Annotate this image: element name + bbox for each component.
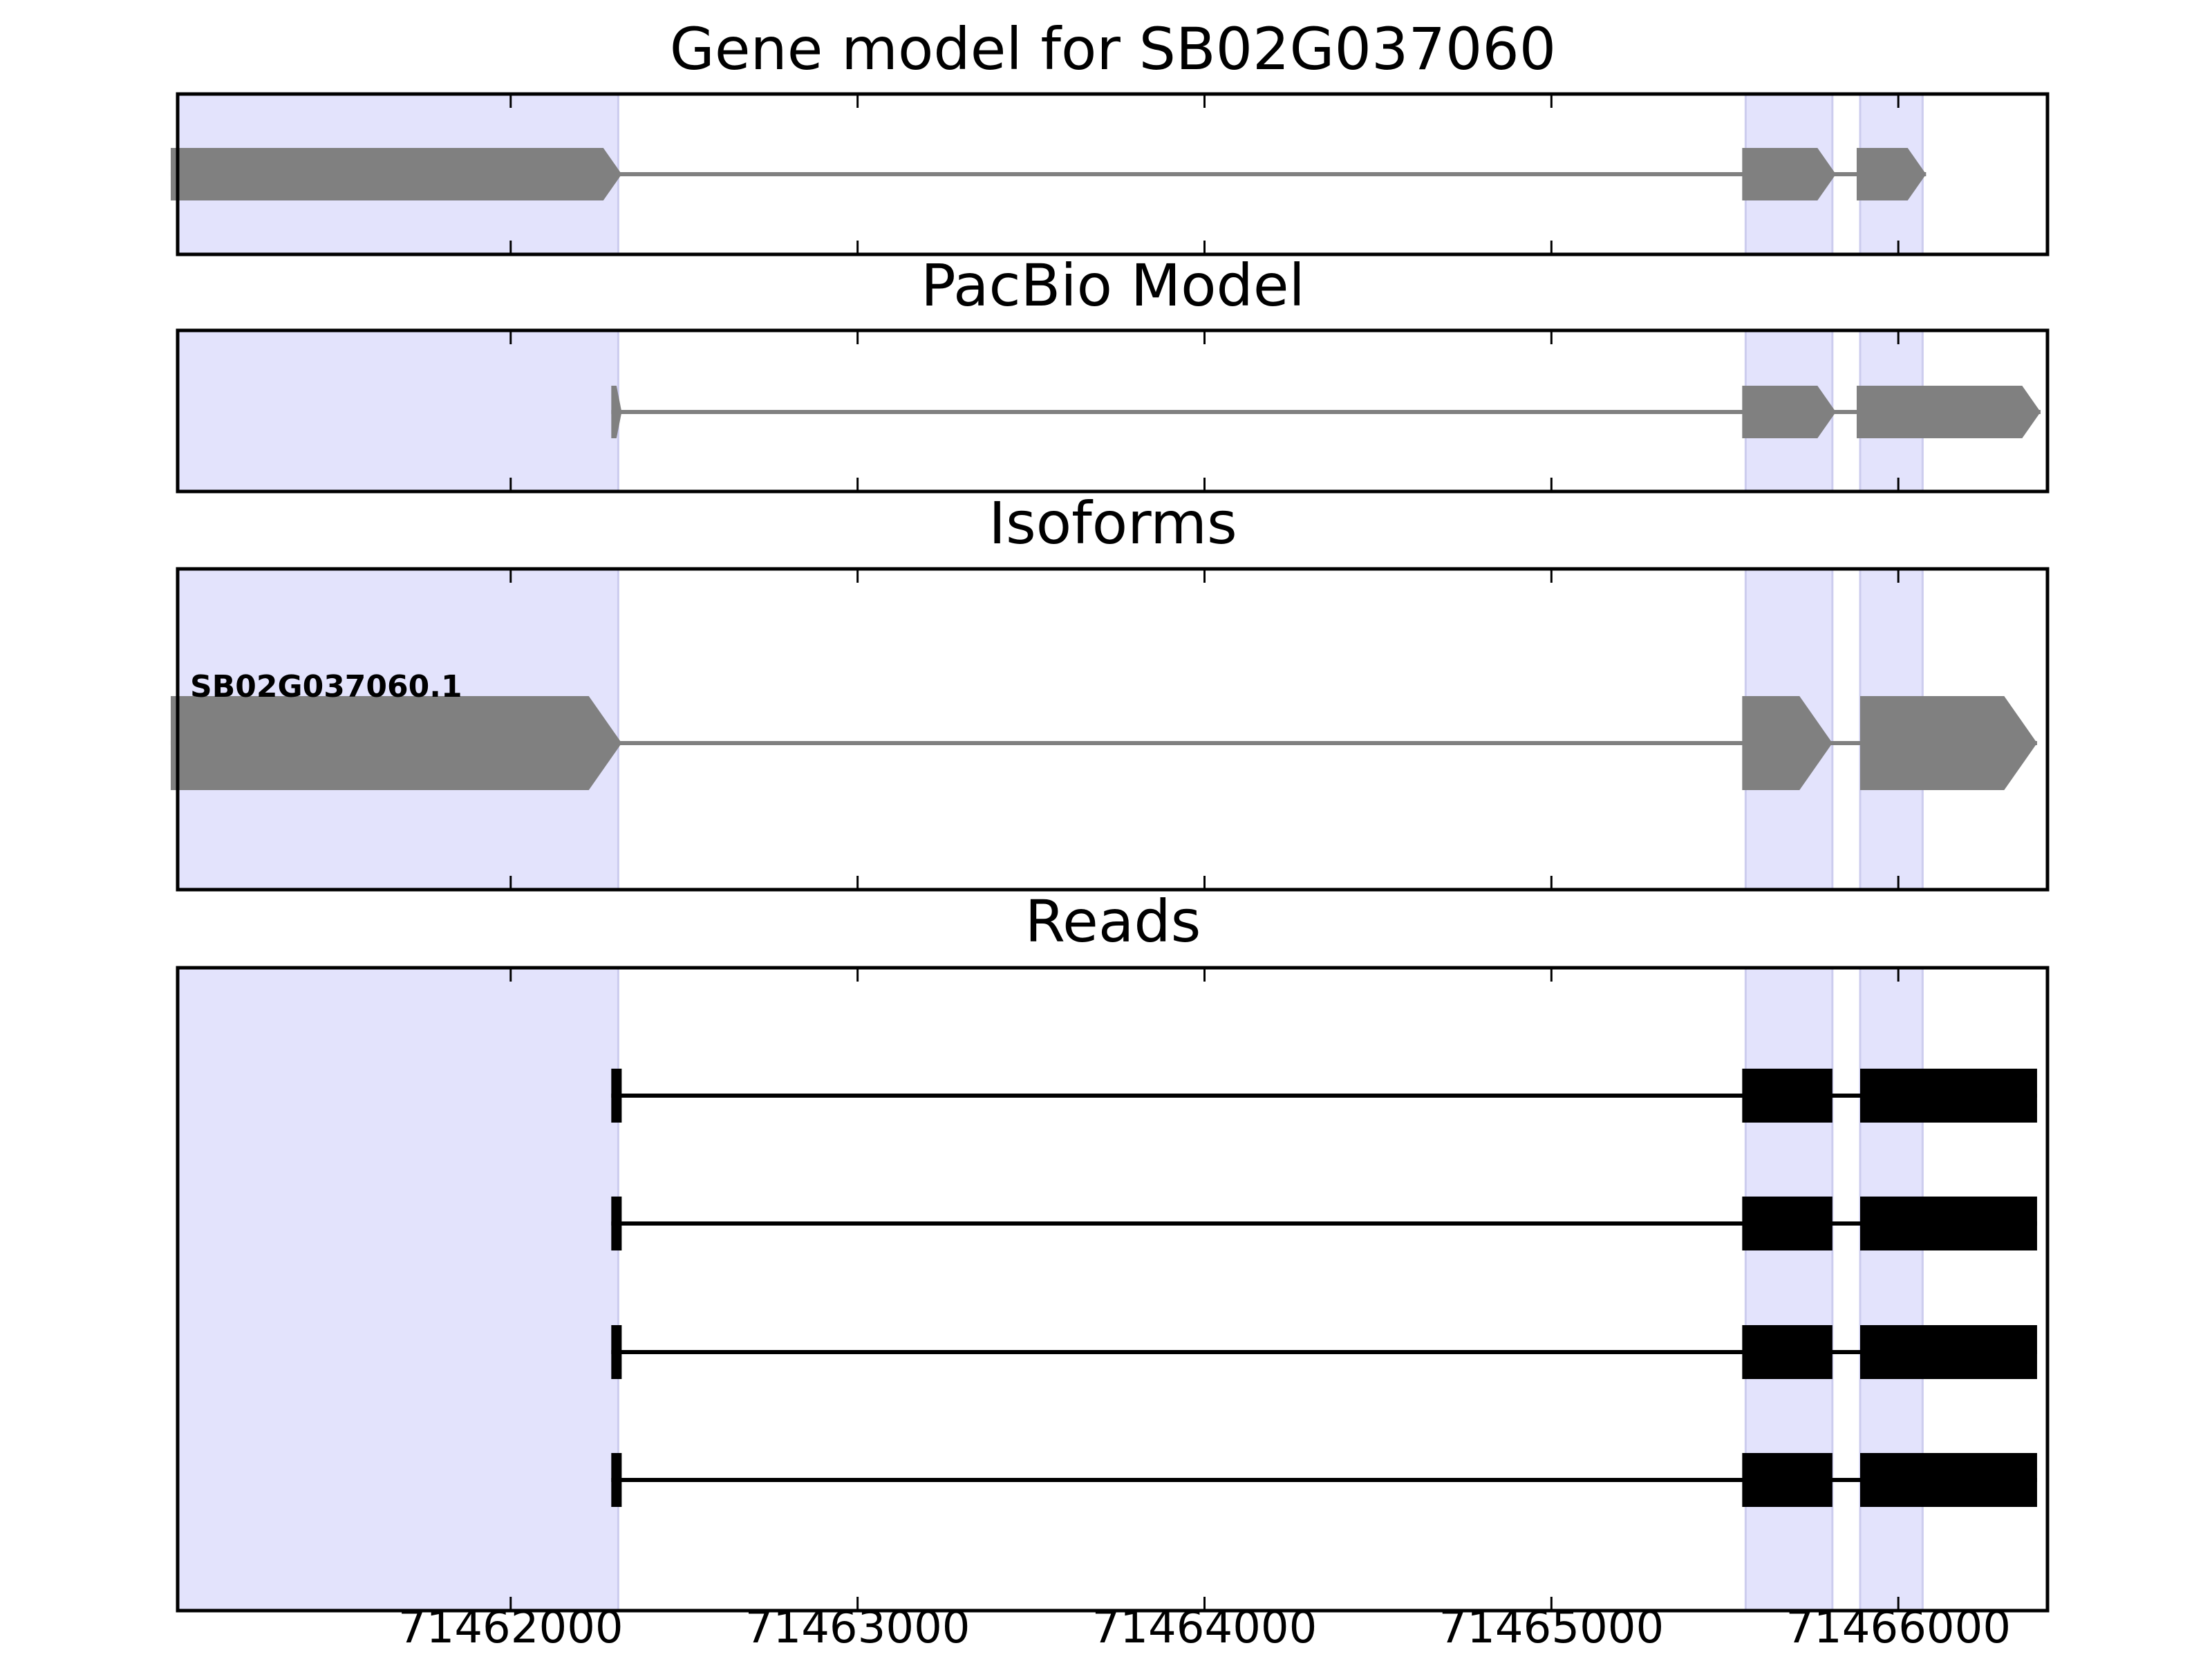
panel-frame: [176, 567, 2050, 892]
read-exon-block: [611, 1453, 622, 1507]
read-exon-block: [1859, 1325, 2037, 1379]
x-tick-label: 71464000: [1092, 1602, 1318, 1653]
x-tick-label: 71462000: [398, 1602, 624, 1653]
panel-isoforms: SB02G037060.1: [170, 567, 2050, 892]
panel-frame: [176, 92, 2050, 256]
read-exon-block: [1742, 1069, 1833, 1123]
highlight-region: [1859, 966, 1924, 1612]
panel-title-isoforms: Isoforms: [988, 489, 1237, 557]
read-exon-block: [1859, 1197, 2037, 1250]
isoform-label: SB02G037060.1: [190, 669, 462, 704]
highlight-region: [176, 329, 619, 493]
exon-arrow: [170, 696, 622, 790]
highlight-region: [1744, 966, 1834, 1612]
read-exon-block: [1742, 1197, 1833, 1250]
read-exon-block: [1859, 1453, 2037, 1507]
panel-reads: [176, 966, 2050, 1613]
read-exon-block: [611, 1197, 622, 1250]
exon-arrow: [170, 148, 622, 200]
panel-title-reads: Reads: [1025, 888, 1201, 955]
x-tick-label: 71465000: [1438, 1602, 1664, 1653]
panel-frame: [176, 328, 2050, 494]
exon-arrow: [1856, 148, 1927, 200]
highlight-region: [176, 966, 619, 1612]
exon-arrow: [1742, 386, 1836, 438]
exon-arrow: [1856, 386, 2041, 438]
panel-pacbio-model: [176, 328, 2050, 494]
panel-title-pacbio-model: PacBio Model: [921, 252, 1305, 319]
read-exon-block: [611, 1325, 622, 1379]
read-exon-block: [611, 1069, 622, 1123]
read-exon-block: [1742, 1325, 1833, 1379]
panel-title-gene-model: Gene model for SB02G037060: [670, 15, 1556, 83]
x-tick-label: 71466000: [1785, 1602, 2011, 1653]
x-axis-tick-labels: 71462000 71463000 71464000 71465000 71466000: [398, 1602, 2011, 1653]
exon-arrow: [1742, 696, 1833, 790]
exon-arrow: [1859, 696, 2037, 790]
read-exon-block: [1742, 1453, 1833, 1507]
x-tick-label: 71463000: [745, 1602, 971, 1653]
panel-gene-model: [170, 92, 2050, 256]
exon-arrow: [1742, 148, 1836, 200]
read-exon-block: [1859, 1069, 2037, 1123]
panel-frame: [176, 966, 2050, 1613]
exon-arrow: [611, 386, 622, 438]
